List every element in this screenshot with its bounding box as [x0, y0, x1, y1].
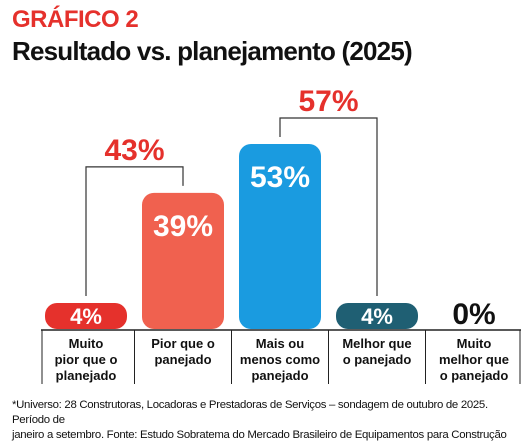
group-total-label-2: 57%	[298, 85, 358, 118]
bar-1	[45, 303, 127, 329]
chart-kicker: GRÁFICO 2	[12, 6, 139, 33]
category-label-4-line-1: Melhor que	[342, 336, 411, 351]
category-label-2-line-1: Pior que o	[151, 336, 215, 351]
chart-title: Resultado vs. planejamento (2025)	[12, 36, 413, 66]
group-bracket-1	[85, 166, 184, 296]
footnote-line-1: *Universo: 28 Construtoras, Locadoras e …	[12, 399, 488, 426]
category-label-3-line-2: menos como	[240, 352, 320, 367]
category-label-1-line-2: pior que o	[55, 352, 118, 367]
bar-2	[142, 192, 224, 329]
bar-4	[336, 303, 418, 329]
bar-value-label-2: 39%	[153, 210, 213, 243]
category-label-3-line-1: Mais ou	[256, 336, 304, 351]
group-bracket-2	[279, 117, 378, 296]
bar-value-label-4: 4%	[361, 304, 393, 329]
bar-5	[433, 303, 515, 329]
category-label-5-line-2: melhor que	[439, 352, 509, 367]
category-label-2-line-2: panejado	[154, 352, 211, 367]
footnote: *Universo: 28 Construtoras, Locadoras e …	[12, 398, 520, 443]
footnote-line-2: janeiro a setembro. Fonte: Estudo Sobrat…	[12, 429, 507, 441]
category-label-5-line-3: o panejado	[440, 368, 509, 383]
bar-value-label-3: 53%	[250, 161, 310, 194]
bar-value-label-5: 0%	[452, 298, 495, 331]
group-total-label-1: 43%	[104, 134, 164, 167]
category-label-4-line-2: o panejado	[343, 352, 412, 367]
bar-3	[239, 144, 321, 329]
category-label-1-line-1: Muito	[69, 336, 104, 351]
category-label-5-line-1: Muito	[457, 336, 492, 351]
category-label-1-line-3: planejado	[56, 368, 117, 383]
bar-value-label-1: 4%	[70, 304, 102, 329]
category-label-3-line-3: panejado	[251, 368, 308, 383]
